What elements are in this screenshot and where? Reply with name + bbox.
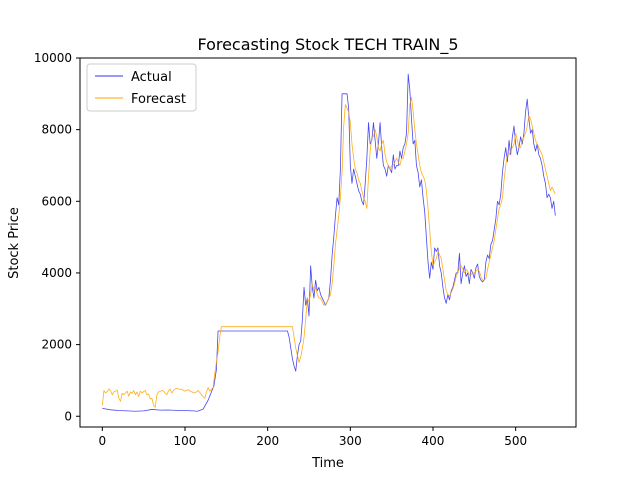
x-tick-label: 400 <box>422 434 445 448</box>
x-tick-label: 0 <box>98 434 106 448</box>
x-axis-label: Time <box>311 456 344 471</box>
legend: Actual Forecast <box>86 63 197 112</box>
x-tick-label: 100 <box>174 434 197 448</box>
plot-frame <box>79 57 577 428</box>
y-tick-label: 10000 <box>34 51 72 65</box>
y-tick-label: 8000 <box>41 123 72 137</box>
y-tick-label: 0 <box>64 409 72 423</box>
legend-label-forecast: Forecast <box>131 92 186 107</box>
y-tick-label: 2000 <box>41 338 72 352</box>
x-tick-label: 500 <box>504 434 527 448</box>
y-tick-label: 6000 <box>41 194 72 208</box>
chart-title: Forecasting Stock TECH TRAIN_5 <box>197 35 458 55</box>
plot-area: 0 100 200 300 400 500 0 2000 4000 6000 8000 10000 <box>34 51 556 448</box>
x-tick-label: 300 <box>339 434 362 448</box>
y-axis-label: Stock Price <box>7 207 22 279</box>
y-tick-label: 4000 <box>41 266 72 280</box>
series-line-forecast <box>101 97 556 408</box>
x-tick-label: 200 <box>256 434 279 448</box>
legend-label-actual: Actual <box>131 70 172 85</box>
series-line-actual <box>102 73 556 412</box>
